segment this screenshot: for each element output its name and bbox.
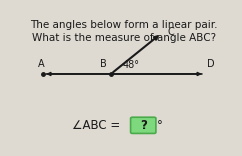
Text: A: A	[38, 59, 45, 69]
Text: ∠ABC =: ∠ABC =	[72, 119, 123, 132]
Text: ?: ?	[140, 119, 147, 132]
Text: °: °	[157, 119, 163, 132]
Text: D: D	[207, 59, 214, 69]
Text: 48°: 48°	[122, 60, 139, 70]
Text: B: B	[100, 59, 107, 69]
Text: The angles below form a linear pair.: The angles below form a linear pair.	[30, 20, 218, 30]
FancyBboxPatch shape	[131, 117, 156, 133]
Text: What is the measure of angle ABC?: What is the measure of angle ABC?	[32, 33, 216, 43]
Text: C: C	[167, 27, 174, 37]
